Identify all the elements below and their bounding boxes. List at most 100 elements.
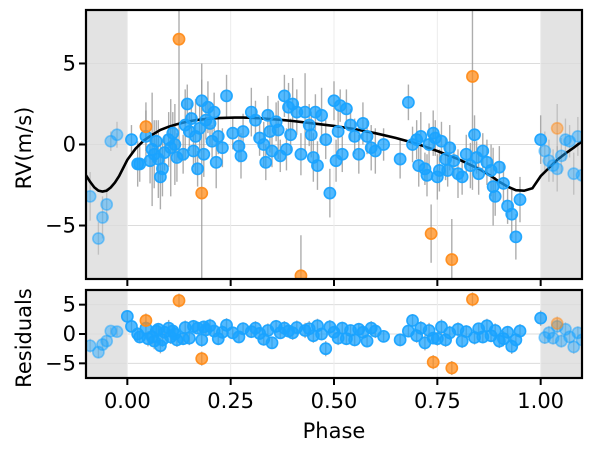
top-data-point xyxy=(339,102,353,116)
bot-x-tick-label: 0.75 xyxy=(414,389,461,413)
bot-x-tick-label: 1.00 xyxy=(517,389,564,413)
top-data-point xyxy=(257,138,271,151)
top-secondary-data-point xyxy=(195,186,209,200)
top-data-point xyxy=(352,147,366,161)
bot-data-point xyxy=(265,336,279,350)
bot-x-tick-label: 0.50 xyxy=(311,389,358,413)
bot-secondary-data-point xyxy=(445,361,459,375)
rv-x-ticks xyxy=(126,279,542,286)
top-y-tick-label: −5 xyxy=(45,214,76,238)
bot-data-point xyxy=(377,329,390,343)
bot-secondary-data-point xyxy=(195,352,209,366)
top-data-point xyxy=(331,125,345,138)
top-data-point xyxy=(86,189,97,203)
top-data-point xyxy=(447,154,461,168)
top-data-point xyxy=(348,129,362,143)
phase-x-axis-title: Phase xyxy=(303,419,366,443)
top-secondary-data-point xyxy=(466,70,479,83)
top-data-point xyxy=(234,149,248,163)
top-data-point xyxy=(344,118,357,132)
top-data-point xyxy=(393,152,407,166)
top-data-point xyxy=(534,133,548,147)
top-secondary-data-point xyxy=(550,121,564,135)
top-data-point xyxy=(360,129,374,143)
bot-secondary-data-point xyxy=(139,314,153,327)
bot-data-point xyxy=(360,334,374,348)
bot-data-point xyxy=(567,340,581,354)
top-data-point xyxy=(220,89,233,103)
top-data-point xyxy=(554,149,568,163)
top-data-point xyxy=(284,128,297,142)
top-data-point xyxy=(311,159,324,172)
bot-y-tick-label: 0 xyxy=(63,322,76,346)
bot-data-point xyxy=(348,333,362,347)
top-data-point xyxy=(509,230,523,244)
top-data-point xyxy=(249,113,262,127)
bot-y-tick-label: 5 xyxy=(63,293,76,317)
top-data-point xyxy=(197,147,211,161)
top-y-tick-label: 5 xyxy=(63,51,76,75)
top-data-point xyxy=(191,162,204,176)
top-secondary-data-point xyxy=(424,227,438,241)
bot-data-point xyxy=(319,342,333,356)
bot-secondary-data-point xyxy=(426,355,440,369)
top-data-point xyxy=(96,211,109,224)
top-data-point xyxy=(261,108,275,122)
top-data-point xyxy=(294,147,308,161)
top-data-point xyxy=(455,170,469,184)
top-data-point xyxy=(211,129,225,143)
top-data-point xyxy=(226,126,240,140)
top-data-point xyxy=(497,176,510,190)
top-data-point xyxy=(435,134,448,148)
top-data-point xyxy=(468,128,481,142)
bot-data-point xyxy=(393,333,407,347)
top-data-point xyxy=(488,189,502,203)
top-data-point xyxy=(492,160,506,174)
top-data-point xyxy=(575,168,582,182)
top-data-point xyxy=(476,144,490,158)
bot-data-point xyxy=(488,324,502,337)
top-data-point xyxy=(215,141,229,155)
top-data-point xyxy=(505,207,519,221)
top-data-point xyxy=(368,144,382,158)
top-data-point xyxy=(207,105,221,119)
bot-secondary-data-point xyxy=(550,317,564,330)
bot-data-point xyxy=(406,314,419,327)
rv-data-points xyxy=(86,32,582,279)
top-data-point xyxy=(110,128,124,142)
bot-data-point xyxy=(315,327,328,341)
top-data-point xyxy=(166,126,180,140)
top-data-point xyxy=(420,168,434,182)
rv-panel: −5 0 5 RV(m/s) xyxy=(12,8,584,286)
residuals-y-axis-title: Residuals xyxy=(12,288,36,388)
top-data-point xyxy=(277,89,291,103)
top-secondary-data-point xyxy=(139,120,153,134)
residuals-y-ticks: −5 0 5 xyxy=(45,293,86,375)
bot-data-point xyxy=(534,311,548,325)
top-data-point xyxy=(401,95,415,109)
top-data-point xyxy=(304,128,318,142)
top-data-point xyxy=(209,155,223,169)
top-secondary-data-point xyxy=(172,32,186,46)
top-data-point xyxy=(133,157,147,171)
top-data-point xyxy=(280,142,293,156)
top-data-point xyxy=(259,155,273,169)
top-data-point xyxy=(298,105,312,119)
residuals-panel: −5 0 5 0.00 0.25 0.50 0.75 1.00 Residuals Phas… xyxy=(12,288,584,443)
top-secondary-data-point xyxy=(294,269,308,279)
top-data-point xyxy=(356,117,370,130)
bot-data-point xyxy=(501,325,514,339)
top-data-point xyxy=(513,193,527,206)
bot-secondary-data-point xyxy=(172,294,186,307)
top-data-point xyxy=(550,162,564,176)
bot-data-point xyxy=(182,331,196,345)
rv-y-ticks: −5 0 5 xyxy=(45,51,86,238)
top-data-point xyxy=(377,138,390,151)
top-data-point xyxy=(180,97,194,111)
top-data-point xyxy=(472,167,486,181)
top-data-point xyxy=(100,198,114,211)
top-data-point xyxy=(459,147,473,161)
rv-y-axis-title: RV(m/s) xyxy=(12,107,36,190)
top-data-point xyxy=(271,123,285,137)
